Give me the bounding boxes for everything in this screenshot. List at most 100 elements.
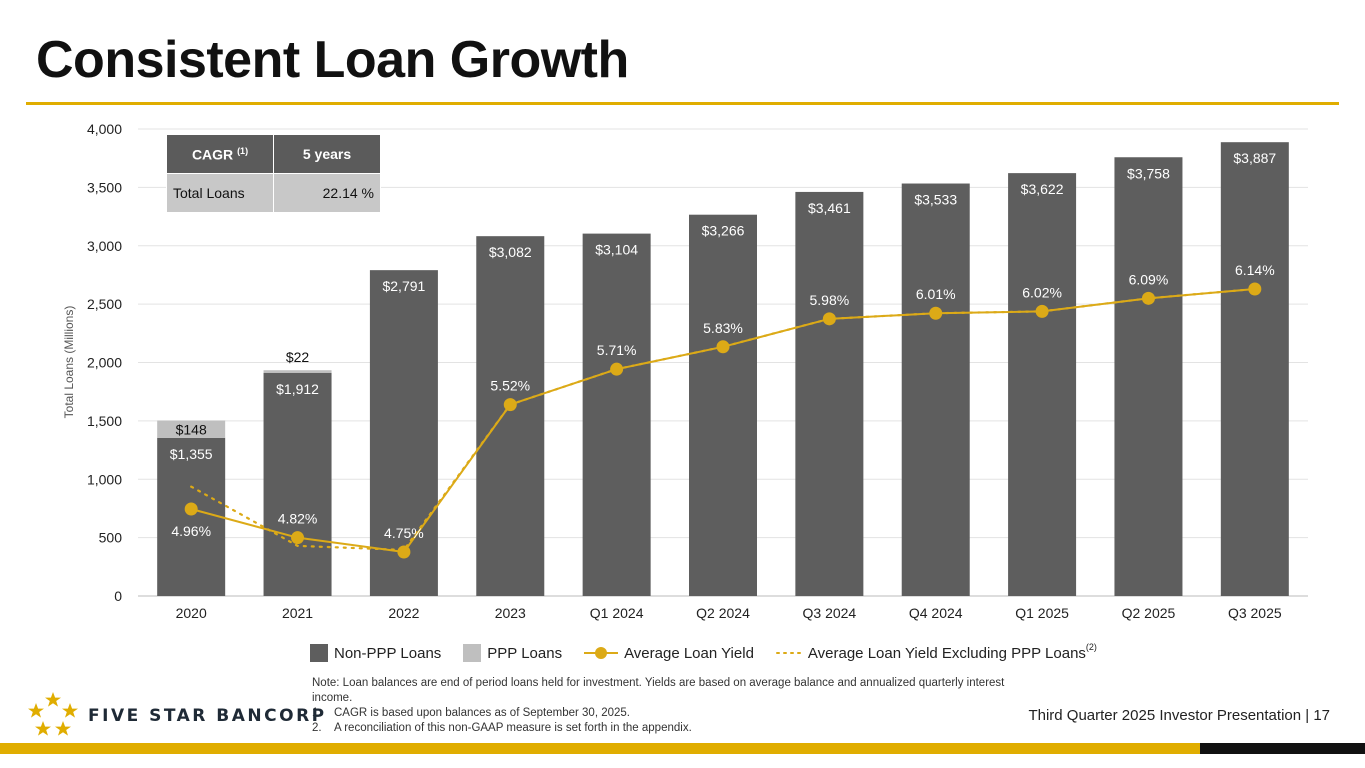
star-icon: [28, 703, 44, 718]
page-title: Consistent Loan Growth: [36, 31, 629, 89]
bar-non-ppp: [263, 372, 332, 596]
yield-point: [716, 340, 730, 354]
note-1-text: CAGR is based upon balances as of Septem…: [334, 707, 630, 719]
yield-label: 5.52%: [490, 378, 530, 394]
yield-point: [184, 502, 198, 516]
bar-label-non-ppp: $1,355: [170, 446, 213, 462]
yield-label: 6.09%: [1129, 271, 1169, 287]
bar-label-non-ppp: $3,266: [702, 223, 745, 239]
legend-swatch-avg-yield: [584, 647, 619, 659]
yield-label: 5.98%: [810, 292, 850, 308]
bar-non-ppp: [157, 437, 226, 596]
x-tick-label: Q2 2025: [1122, 605, 1176, 621]
chart-legend: Non-PPP Loans PPP Loans Average Loan Yie…: [310, 642, 1119, 664]
y-tick-label: 1,000: [87, 471, 122, 487]
yield-point: [503, 398, 517, 412]
x-tick-label: 2021: [282, 605, 313, 621]
bar-label-non-ppp: $3,887: [1233, 150, 1276, 166]
x-tick-label: Q2 2024: [696, 605, 750, 621]
yield-label: 5.71%: [597, 342, 637, 358]
cagr-table-row: Total Loans 22.14 %: [166, 173, 381, 213]
yield-label: 4.82%: [278, 511, 318, 527]
star-icon: [62, 703, 78, 718]
bar-non-ppp: [689, 214, 757, 596]
bar-non-ppp: [369, 270, 438, 596]
cagr-header-label: CAGR (1): [166, 134, 274, 174]
x-tick-label: Q3 2025: [1228, 605, 1282, 621]
note-1: 1. CAGR is based upon balances as of Sept…: [312, 706, 1012, 721]
footer-bar-black: [1200, 743, 1365, 754]
loan-growth-chart: 05001,0001,5002,0002,5003,0003,5004,000 …: [62, 121, 1308, 621]
cagr-table: CAGR (1) 5 years Total Loans 22.14 %: [166, 134, 381, 213]
company-logo: FIVE STAR BANCORP: [26, 690, 324, 742]
legend-ppp: PPP Loans: [463, 644, 562, 662]
x-tick-label: Q4 2024: [909, 605, 963, 621]
yield-line-ex-ppp: [190, 287, 1256, 552]
legend-label-avg-yield-ex-ppp: Average Loan Yield Excluding PPP Loans: [807, 644, 1086, 662]
yield-point: [929, 306, 943, 320]
bar-label-non-ppp: $1,912: [276, 381, 319, 397]
bar-non-ppp: [1008, 173, 1077, 596]
y-tick-label: 3,000: [87, 238, 122, 254]
y-tick-label: 500: [99, 530, 123, 546]
x-tick-label: Q1 2025: [1015, 605, 1069, 621]
bar-ppp: [157, 420, 226, 438]
x-tick-label: Q1 2024: [590, 605, 644, 621]
yield-point: [610, 362, 624, 376]
legend-label-non-ppp: Non-PPP Loans: [334, 644, 442, 662]
bar-label-non-ppp: $3,461: [808, 200, 851, 216]
yield-label: 4.75%: [384, 525, 424, 541]
cagr-header-text: CAGR: [191, 146, 234, 163]
bar-label-non-ppp: $3,622: [1021, 181, 1064, 197]
y-tick-label: 1,500: [87, 413, 122, 429]
bar-non-ppp: [1114, 157, 1183, 597]
bar-value-labels: $1,355 $148 $1,912 $22 $2,791 $3,082 $3,104 $3,…: [170, 150, 1277, 462]
bar-non-ppp: [901, 183, 970, 596]
bar-label-non-ppp: $3,758: [1127, 165, 1170, 181]
y-tick-label: 3,500: [87, 179, 122, 195]
bar-non-ppp: [795, 191, 864, 596]
star-icon: [35, 721, 51, 736]
note-2-number: 2.: [312, 722, 322, 734]
bar-non-ppp: [582, 233, 651, 596]
yield-point: [291, 531, 305, 545]
x-tick-label: 2022: [388, 605, 419, 621]
cagr-footnote-ref: (1): [237, 145, 249, 156]
yield-point: [1248, 282, 1262, 296]
footer-bar-gold: [0, 743, 1200, 754]
note-1-number: 1.: [312, 707, 322, 719]
yield-point: [1035, 304, 1049, 318]
yield-label: 6.01%: [916, 286, 956, 302]
legend-swatch-avg-yield-ex-ppp: [775, 652, 802, 654]
company-name: FIVE STAR BANCORP: [88, 706, 327, 726]
five-stars-icon: [28, 692, 78, 736]
x-axis-ticks: 2020 2021 2022 2023 Q1 2024 Q2 2024 Q3 2024 Q4 …: [176, 605, 1282, 621]
bar-non-ppp: [476, 236, 545, 596]
y-tick-label: 0: [114, 588, 122, 604]
legend-footnote-ref: (2): [1085, 642, 1097, 652]
y-axis-label: Total Loans (Millions): [62, 306, 76, 419]
x-tick-label: 2023: [495, 605, 526, 621]
yield-point: [397, 545, 411, 559]
y-tick-label: 4,000: [87, 121, 122, 137]
cagr-header-period: 5 years: [273, 134, 381, 174]
y-tick-label: 2,000: [87, 355, 122, 371]
footer-page-label: Third Quarter 2025 Investor Presentation…: [1028, 707, 1330, 724]
legend-avg-yield-ex-ppp: Average Loan Yield Excluding PPP Loans (2…: [775, 642, 1097, 662]
legend-swatch-ppp: [463, 644, 482, 662]
y-axis-ticks: 0 500 1,000 1,500 2,000 2,500 3,000 3,500 4,000: [87, 121, 122, 604]
bar-label-ppp: $148: [176, 422, 207, 438]
bar-label-non-ppp: $2,791: [382, 278, 425, 294]
title-underline: [26, 102, 1339, 105]
bar-label-non-ppp: $3,533: [914, 192, 957, 208]
yield-label: 5.83%: [703, 320, 743, 336]
bar-label-non-ppp: $3,082: [489, 244, 532, 260]
yield-label: 6.14%: [1235, 262, 1275, 278]
bars: [157, 142, 1289, 597]
yield-label: 6.02%: [1022, 284, 1062, 300]
bar-label-non-ppp: $3,104: [595, 242, 638, 258]
x-tick-label: Q3 2024: [803, 605, 857, 621]
yield-point: [1141, 291, 1155, 305]
bar-non-ppp: [1220, 142, 1289, 596]
legend-swatch-non-ppp: [310, 644, 328, 662]
